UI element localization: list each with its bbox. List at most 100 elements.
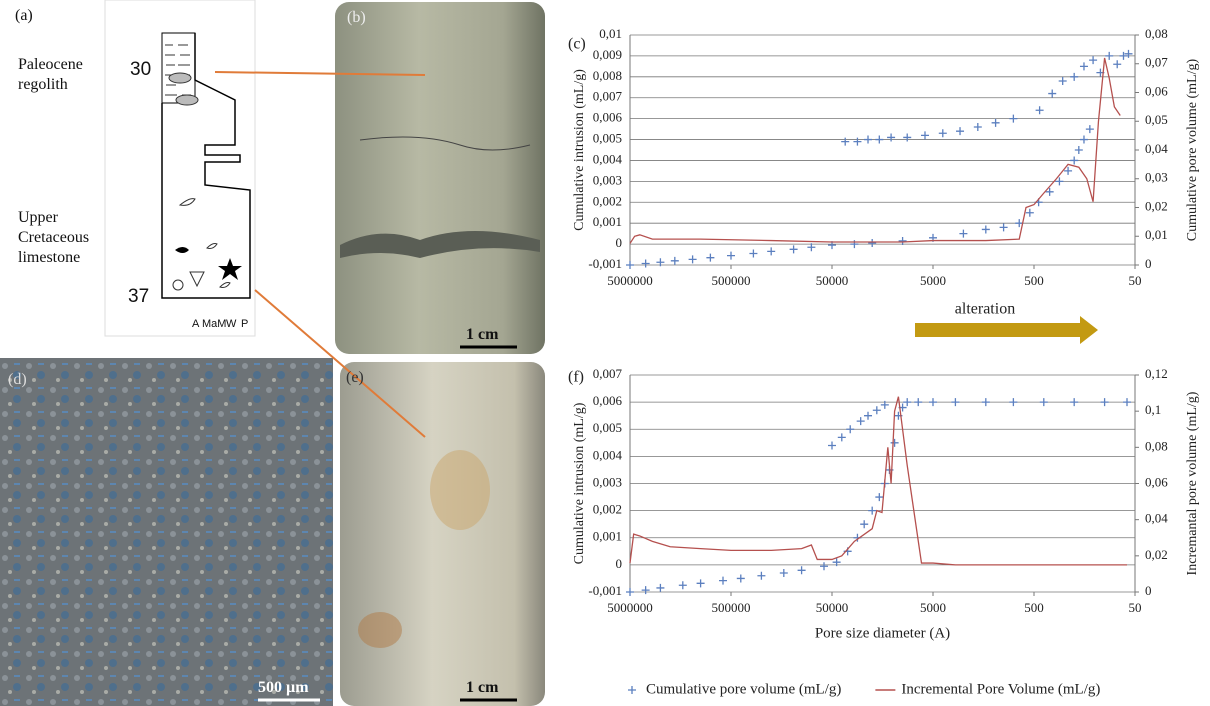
y-tick-label: 0,003 xyxy=(593,172,622,187)
panel-label: (a) xyxy=(15,7,33,24)
y-tick-label: 0 xyxy=(616,556,623,571)
y-tick-label: 0,002 xyxy=(593,193,622,208)
cross-marker xyxy=(696,579,705,588)
cross-marker xyxy=(1009,398,1018,407)
cross-marker xyxy=(688,255,697,264)
foram-icon xyxy=(172,279,184,291)
alteration-arrow xyxy=(915,316,1098,344)
cross-marker xyxy=(757,571,766,580)
cross-marker xyxy=(749,249,758,258)
texture-label: W xyxy=(226,318,237,330)
y2-tick-label: 0,05 xyxy=(1145,112,1168,127)
y-tick-label: 0,001 xyxy=(593,214,622,229)
y-tick-label: 0,002 xyxy=(593,502,622,517)
cross-marker xyxy=(868,239,877,248)
x-tick-label: 50 xyxy=(1129,600,1142,615)
x-tick-label: 500000 xyxy=(712,600,751,615)
cross-marker xyxy=(887,133,896,142)
cross-marker xyxy=(779,569,788,578)
cross-marker xyxy=(929,398,937,407)
texture-label: P xyxy=(241,318,249,330)
cross-marker xyxy=(789,245,798,254)
x-tick-label: 5000 xyxy=(920,273,946,288)
y-tick-label: 0,003 xyxy=(593,474,622,489)
cross-marker xyxy=(864,135,873,144)
y2-tick-label: 0,08 xyxy=(1145,438,1168,453)
cross-marker xyxy=(860,520,869,529)
cross-marker xyxy=(1064,166,1073,175)
cross-marker xyxy=(981,225,990,234)
scale-label: 1 cm xyxy=(466,679,499,696)
y2-tick-label: 0,08 xyxy=(1145,26,1168,41)
cross-marker xyxy=(807,243,816,252)
bioclast-icon xyxy=(178,198,231,288)
unit-label: Paleocene regolith xyxy=(18,56,83,93)
cross-marker xyxy=(999,223,1008,232)
x-tick-label: 5000000 xyxy=(607,600,653,615)
x-tick-label: 50000 xyxy=(816,600,849,615)
texture-label: MaM xyxy=(202,318,227,330)
y-axis-title: Cumulative intrusion (mL/g) xyxy=(572,402,587,564)
y-tick-label: 0,007 xyxy=(593,366,623,381)
panel-label: (c) xyxy=(568,36,586,53)
cross-marker xyxy=(1070,156,1079,165)
cross-marker xyxy=(1079,62,1088,71)
cross-marker xyxy=(1048,89,1057,98)
cross-marker xyxy=(1105,51,1114,60)
fossil-icon xyxy=(168,72,192,84)
cross-marker xyxy=(1070,72,1079,81)
x-tick-label: 500000 xyxy=(712,273,751,288)
texture-label: A xyxy=(192,318,200,330)
core-crack xyxy=(359,136,531,151)
y-axis-title: Cumulative intrusion (mL/g) xyxy=(572,69,587,231)
series-line xyxy=(629,57,1121,244)
x-tick-label: 50000 xyxy=(816,273,849,288)
core-stain xyxy=(430,450,490,530)
cross-marker xyxy=(1009,114,1018,123)
panel-label: (b) xyxy=(347,9,366,26)
cross-marker xyxy=(898,236,907,245)
cross-marker xyxy=(1035,106,1044,115)
y2-tick-label: 0,04 xyxy=(1145,141,1168,156)
y-tick-label: 0,005 xyxy=(593,131,622,146)
cross-marker xyxy=(1124,49,1133,58)
x-tick-label: 5000000 xyxy=(607,273,653,288)
cross-marker xyxy=(1100,398,1109,407)
y2-tick-label: 0,02 xyxy=(1145,198,1168,213)
cross-marker xyxy=(797,566,806,575)
y-tick-label: 0,009 xyxy=(593,47,622,62)
regolith-column xyxy=(161,32,196,104)
cross-marker xyxy=(656,583,665,592)
y2-tick-label: 0,1 xyxy=(1145,402,1161,417)
cross-marker xyxy=(767,247,776,256)
cross-marker xyxy=(959,229,968,238)
x-tick-label: 5000 xyxy=(920,600,946,615)
cross-marker xyxy=(1123,398,1131,407)
cross-marker xyxy=(890,438,899,447)
depth-label: 37 xyxy=(128,286,150,307)
legend-label: Cumulative pore volume (mL/g) xyxy=(646,681,841,697)
cross-marker xyxy=(938,129,947,138)
cross-marker xyxy=(875,493,884,502)
cross-marker xyxy=(973,123,982,131)
cross-marker xyxy=(868,506,877,515)
link-line xyxy=(214,71,426,76)
thin-section-photo-d xyxy=(0,358,333,706)
series-line xyxy=(629,396,1127,566)
cross-marker xyxy=(626,261,634,269)
cross-marker xyxy=(1119,51,1128,60)
y2-tick-label: 0,01 xyxy=(1145,227,1168,242)
cross-marker xyxy=(837,433,846,442)
y-tick-label: 0,005 xyxy=(593,420,622,435)
link-line xyxy=(254,289,426,438)
legend-label: Incremental Pore Volume (mL/g) xyxy=(901,681,1100,697)
cross-marker xyxy=(872,406,881,415)
cross-marker xyxy=(1039,398,1048,407)
x-tick-label: 50 xyxy=(1129,273,1142,288)
y2-tick-label: 0 xyxy=(1145,256,1152,271)
cross-marker xyxy=(853,137,862,146)
cross-marker xyxy=(875,135,884,144)
cross-marker xyxy=(903,398,912,407)
